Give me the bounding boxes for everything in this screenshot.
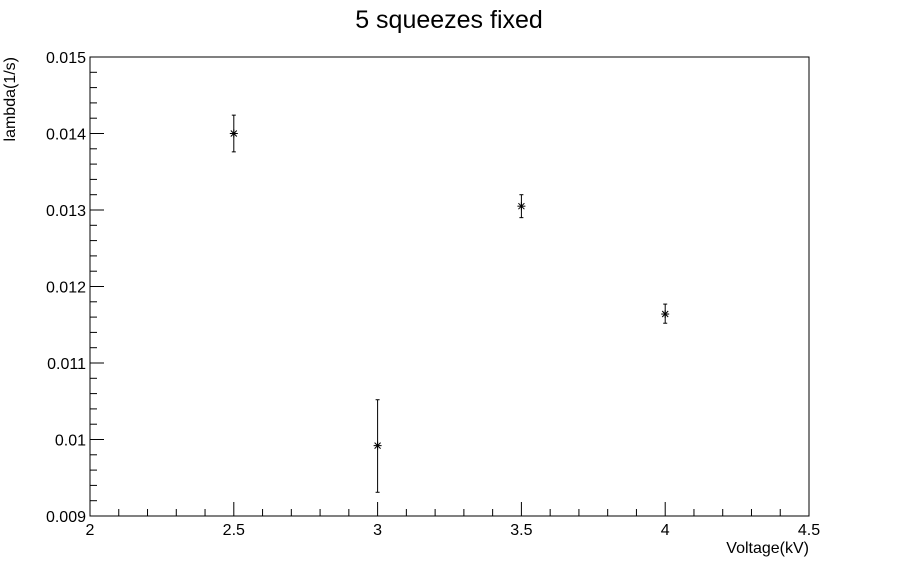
- x-tick-label: 2: [86, 522, 95, 539]
- asterisk-marker: [229, 129, 238, 138]
- data-point: [661, 303, 670, 324]
- y-tick-label: 0.015: [46, 50, 86, 67]
- asterisk-marker: [373, 441, 382, 450]
- data-point: [517, 194, 526, 219]
- data-point: [229, 114, 238, 153]
- x-tick-label: 2.5: [223, 522, 245, 539]
- x-axis: 2 2.5 3 3.5 4 4.5: [86, 502, 820, 539]
- y-tick-label: 0.012: [46, 280, 86, 297]
- y-tick-label: 0.014: [46, 127, 86, 144]
- y-tick-label: 0.013: [46, 203, 86, 220]
- x-tick-label: 3: [373, 522, 382, 539]
- x-tick-label: 4.5: [798, 522, 820, 539]
- asterisk-marker: [517, 202, 526, 211]
- y-axis: 0.009 0.01 0.011 0.012 0.013 0.014 0.015: [46, 50, 104, 526]
- y-tick-label: 0.01: [55, 433, 86, 450]
- x-axis-label: Voltage(kV): [726, 540, 809, 557]
- chart-title: 5 squeezes fixed: [355, 6, 543, 34]
- y-axis-label: lambda(1/s): [2, 57, 19, 141]
- data-points: [229, 114, 670, 493]
- y-tick-label: 0.009: [46, 509, 86, 526]
- asterisk-marker: [661, 310, 670, 319]
- x-tick-label: 4: [661, 522, 670, 539]
- x-tick-label: 3.5: [510, 522, 532, 539]
- data-point: [373, 399, 382, 493]
- plot-frame: [89, 56, 810, 517]
- y-tick-label: 0.011: [47, 356, 86, 373]
